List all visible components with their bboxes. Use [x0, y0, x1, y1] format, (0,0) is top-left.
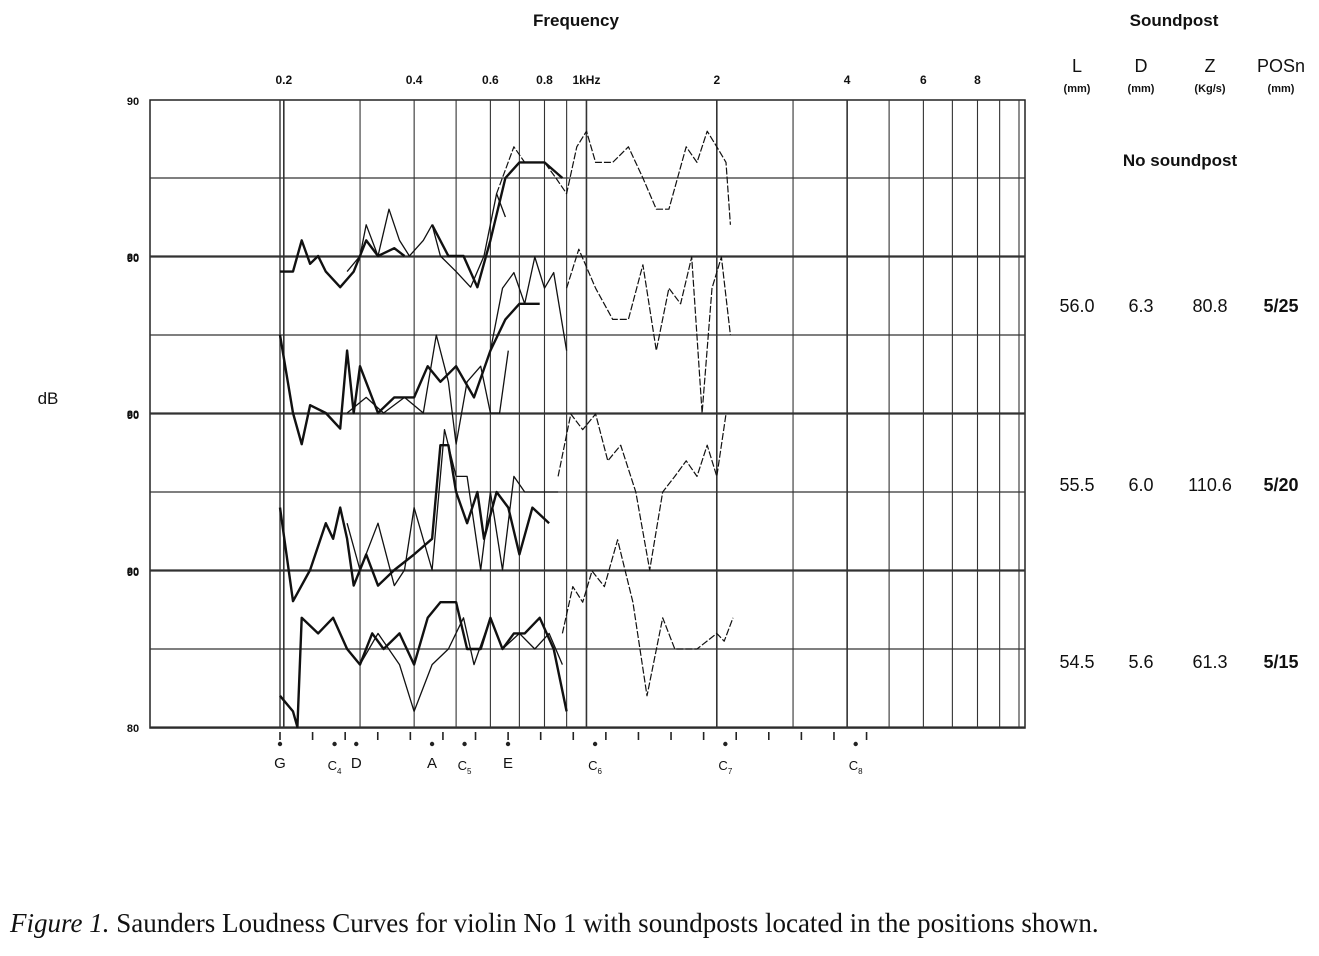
soundpost-value: 80.8 [1192, 296, 1227, 316]
note-marker-label: C6 [588, 758, 602, 776]
note-marker-dot [462, 741, 467, 747]
loudness-curve [561, 539, 734, 697]
soundpost-column-header: Z [1205, 56, 1216, 76]
loudness-curve [346, 428, 559, 587]
note-marker-dot [723, 741, 728, 747]
loudness-curve [557, 413, 727, 571]
note-marker-label: C7 [718, 758, 732, 776]
soundpost-value: 5/20 [1263, 475, 1298, 495]
x-tick-label: 0.6 [482, 73, 499, 87]
loudness-curve [431, 161, 564, 289]
soundpost-value: 56.0 [1059, 296, 1094, 316]
note-marker-dot [853, 741, 858, 747]
soundpost-column-header: D [1135, 56, 1148, 76]
soundpost-value: 55.5 [1059, 475, 1094, 495]
figure-caption: Figure 1. Saunders Loudness Curves for v… [10, 908, 1310, 939]
loudness-curve [279, 601, 568, 729]
x-tick-label: 6 [920, 73, 927, 87]
note-marker-dot [592, 741, 598, 747]
soundpost-column-unit: (mm) [1064, 83, 1091, 95]
no-soundpost-note: No soundpost [1123, 151, 1238, 170]
loudness-curve [489, 256, 568, 351]
soundpost-title: Soundpost [1130, 11, 1219, 30]
y-tick-label: 80 [127, 409, 139, 421]
loudness-curve [496, 130, 731, 225]
loudness-curves [278, 130, 734, 729]
loudness-curve [346, 192, 507, 288]
soundpost-value: 5/25 [1263, 296, 1298, 316]
note-marker-dot [505, 741, 511, 747]
y-tick-label: 90 [127, 253, 139, 265]
soundpost-value: 61.3 [1192, 652, 1227, 672]
loudness-curve [278, 302, 540, 446]
x-tick-label: 2 [713, 73, 720, 87]
soundpost-value: 5.6 [1128, 652, 1153, 672]
x-tick-label: 4 [844, 73, 851, 87]
note-marker-label: A [427, 755, 437, 772]
note-marker-dot [332, 741, 337, 747]
y-axis-label: dB [38, 389, 59, 408]
note-marker-label: D [351, 755, 362, 772]
loudness-curve [278, 444, 550, 603]
loudness-curve [346, 617, 563, 713]
x-tick-label: 0.8 [536, 73, 553, 87]
x-tick-label: 0.2 [275, 73, 292, 87]
soundpost-column-header: POSn [1257, 56, 1305, 76]
note-marker-dot [354, 741, 359, 747]
note-marker-dot [429, 741, 435, 747]
loudness-curve [346, 334, 509, 445]
soundpost-column-unit: (Kg/s) [1194, 83, 1226, 95]
note-marker-label: G [274, 755, 286, 772]
note-marker-label: E [503, 755, 513, 772]
chart-grid [149, 99, 1026, 747]
soundpost-value: 6.0 [1128, 475, 1153, 495]
soundpost-value: 6.3 [1128, 296, 1153, 316]
y-tick-label: 80 [127, 566, 139, 578]
loudness-curve [280, 239, 406, 289]
soundpost-column-header: L [1072, 56, 1082, 76]
y-tick-label: 90 [127, 96, 139, 108]
soundpost-value: 5/15 [1263, 652, 1298, 672]
loudness-curve [566, 248, 731, 414]
figure-label: Figure 1. [10, 908, 110, 938]
soundpost-column-unit: (mm) [1128, 83, 1155, 95]
x-tick-label: 8 [974, 73, 981, 87]
note-marker-label: C8 [849, 758, 863, 776]
x-tick-label: 0.4 [406, 73, 423, 87]
y-tick-label: 90 [127, 410, 139, 422]
soundpost-value: 54.5 [1059, 652, 1094, 672]
x-tick-label: 1kHz [572, 73, 600, 87]
y-tick-label: 80 [127, 723, 139, 735]
y-tick-label: 80 [127, 252, 139, 264]
note-marker-dot [277, 741, 283, 747]
y-tick-label: 90 [127, 567, 139, 579]
soundpost-value: 110.6 [1188, 475, 1232, 495]
figure-caption-text: Saunders Loudness Curves for violin No 1… [109, 908, 1099, 938]
soundpost-column-unit: (mm) [1268, 83, 1295, 95]
note-marker-label: C4 [328, 758, 342, 776]
chart-title: Frequency [533, 11, 620, 30]
note-marker-label: C5 [458, 758, 472, 776]
